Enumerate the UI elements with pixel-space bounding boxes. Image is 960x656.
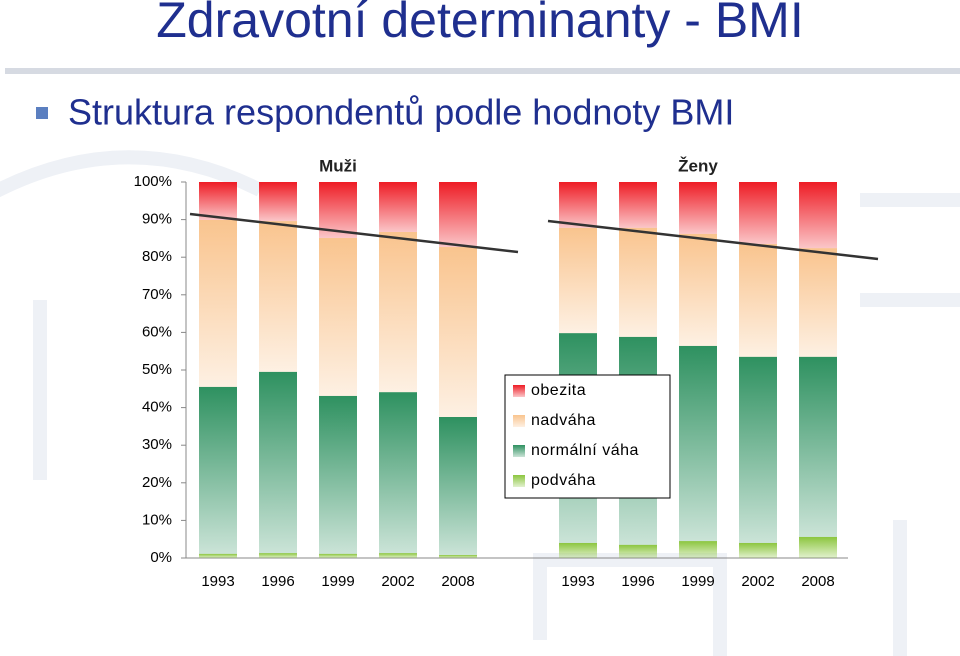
trend-line — [189, 212, 519, 254]
x-tick-label: 2008 — [441, 573, 474, 590]
y-tick-label: 50% — [142, 361, 172, 378]
bar-segment — [319, 395, 357, 554]
title-rule — [5, 68, 960, 74]
x-tick-label: 1999 — [681, 573, 714, 590]
bar-segment — [799, 248, 837, 357]
bar-segment — [379, 392, 417, 554]
bar-segment — [379, 232, 417, 393]
bar-segment — [199, 182, 237, 220]
group-label: Muži — [319, 156, 357, 175]
x-tick-label: 2002 — [381, 573, 414, 590]
bar-segment — [199, 553, 237, 558]
bullet-icon — [36, 107, 48, 119]
bar-segment — [739, 356, 777, 543]
bar-segment — [559, 542, 597, 558]
bar-segment — [259, 182, 297, 222]
bar-segment — [799, 182, 837, 249]
bar-segment — [799, 536, 837, 558]
y-tick-label: 60% — [142, 323, 172, 340]
bar-segment — [619, 182, 657, 228]
y-tick-label: 70% — [142, 286, 172, 303]
y-tick-label: 80% — [142, 248, 172, 265]
bar-segment — [739, 542, 777, 558]
bar-segment — [439, 554, 477, 558]
bar-segment — [559, 227, 597, 334]
bar-segment — [559, 182, 597, 228]
bar-segment — [679, 345, 717, 542]
bar-segment — [739, 244, 777, 357]
y-tick-label: 10% — [142, 511, 172, 528]
bar-segment — [799, 356, 837, 537]
x-tick-label: 2008 — [801, 573, 834, 590]
legend-box — [504, 374, 671, 499]
x-tick-label: 1996 — [621, 573, 654, 590]
group-label: Ženy — [678, 156, 718, 175]
legend-label: normální váha — [531, 442, 639, 459]
trend-line — [547, 219, 879, 261]
legend-swatch — [513, 445, 525, 457]
bar-segment — [319, 553, 357, 558]
y-tick-label: 90% — [142, 211, 172, 228]
legend-swatch — [513, 475, 525, 487]
bar-segment — [439, 182, 477, 248]
x-tick-label: 2002 — [741, 573, 774, 590]
bullet-text: Struktura respondentů podle hodnoty BMI — [68, 92, 734, 133]
bar-segment — [319, 238, 357, 396]
y-tick-label: 20% — [142, 474, 172, 491]
legend-label: nadváha — [531, 412, 596, 429]
x-tick-label: 1999 — [321, 573, 354, 590]
bar-segment — [619, 227, 657, 337]
bar-segment — [739, 182, 777, 245]
slide-title: Zdravotní determinanty - BMI — [156, 0, 803, 48]
bar-segment — [619, 544, 657, 558]
bar-segment — [679, 233, 717, 346]
bar-segment — [259, 553, 297, 558]
x-tick-label: 1993 — [201, 573, 234, 590]
bar-segment — [439, 417, 477, 555]
y-tick-label: 0% — [150, 549, 172, 566]
bar-segment — [199, 386, 237, 554]
bar-segment — [679, 541, 717, 558]
bar-segment — [199, 219, 237, 387]
x-tick-label: 1996 — [261, 573, 294, 590]
bar-segment — [439, 247, 477, 417]
bar-segment — [379, 553, 417, 558]
legend-swatch — [513, 385, 525, 397]
bar-segment — [679, 182, 717, 234]
legend: obezita nadváha normální váha podváha — [504, 374, 671, 499]
x-tick-label: 1993 — [561, 573, 594, 590]
y-tick-label: 30% — [142, 436, 172, 453]
bar-segment — [379, 182, 417, 233]
bar-segment — [259, 221, 297, 372]
legend-label: obezita — [531, 382, 586, 399]
legend-swatch — [513, 415, 525, 427]
y-tick-label: 40% — [142, 399, 172, 416]
y-tick-label: 100% — [134, 173, 172, 190]
background-decoration — [0, 150, 960, 656]
bar-segment — [259, 371, 297, 554]
legend-label: podváha — [531, 472, 596, 489]
